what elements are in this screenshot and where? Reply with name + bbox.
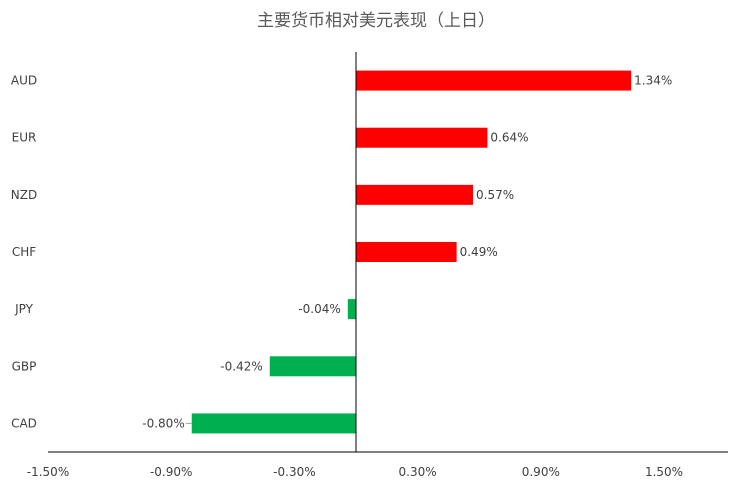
data-label-nzd: 0.57% bbox=[476, 188, 514, 202]
x-tick-label: -1.50% bbox=[27, 465, 69, 479]
labels-group: AUD 1.34% EUR 0.64% NZD 0.57% CHF 0.49% JPY -0.04… bbox=[11, 74, 672, 431]
bar-chf bbox=[356, 242, 457, 262]
data-label-jpy: -0.04% bbox=[298, 302, 340, 316]
data-label-aud: 1.34% bbox=[634, 74, 672, 88]
category-label-jpy: JPY bbox=[14, 302, 34, 316]
data-label-cad: -0.80% bbox=[142, 416, 184, 430]
x-tick-label: -0.30% bbox=[273, 465, 315, 479]
category-label-aud: AUD bbox=[11, 74, 37, 88]
x-tick-label: -0.90% bbox=[150, 465, 192, 479]
bar-jpy bbox=[347, 299, 356, 320]
data-label-gbp: -0.42% bbox=[220, 359, 262, 373]
bar-nzd bbox=[356, 184, 474, 205]
x-tick-label: 0.30% bbox=[399, 465, 437, 479]
bar-cad bbox=[191, 413, 356, 434]
data-label-eur: 0.64% bbox=[490, 131, 528, 145]
x-tick-label: 0.90% bbox=[522, 465, 560, 479]
bars-group bbox=[191, 70, 632, 434]
x-tick-label: 1.50% bbox=[645, 465, 683, 479]
axes-group: -1.50% -0.90% -0.30% 0.30% 0.90% 1.50% bbox=[27, 52, 728, 479]
bar-gbp bbox=[269, 356, 356, 377]
category-label-eur: EUR bbox=[12, 131, 37, 145]
data-label-chf: 0.49% bbox=[460, 245, 498, 259]
category-label-chf: CHF bbox=[12, 245, 36, 259]
chart-title: 主要货币相对美元表现（上日） bbox=[257, 11, 495, 31]
category-label-cad: CAD bbox=[11, 416, 37, 430]
bar-aud bbox=[356, 70, 632, 91]
category-label-nzd: NZD bbox=[11, 188, 37, 202]
category-label-gbp: GBP bbox=[12, 359, 37, 373]
bar-eur bbox=[356, 127, 488, 148]
